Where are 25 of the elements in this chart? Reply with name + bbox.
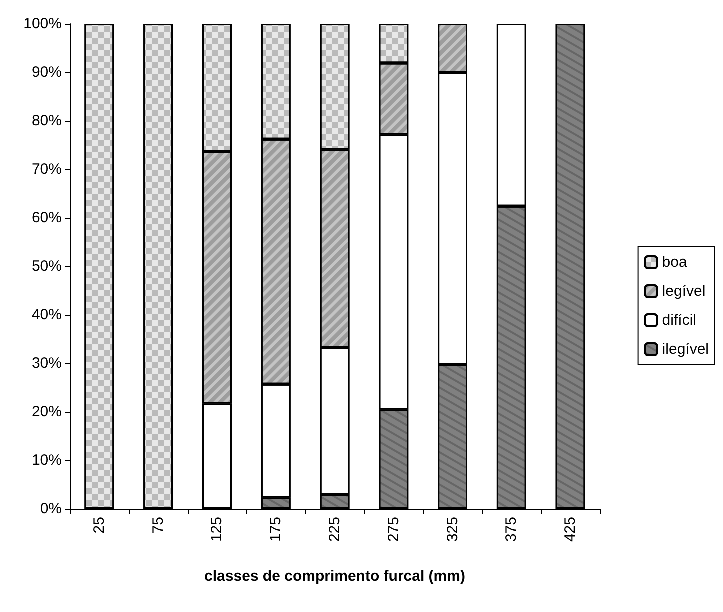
x-tick-label: 25 [90,517,108,534]
y-tick-label: 80% [32,112,62,130]
y-tick-label: 40% [32,306,62,324]
y-tick-label: 10% [32,452,62,469]
x-tick-label: 175 [268,517,285,542]
y-tick-label: 20% [32,404,62,420]
x-tick-label: 425 [562,517,580,542]
y-tick-label: 100% [24,16,62,32]
legend-label: boa [662,254,688,271]
x-tick-label: 325 [444,517,462,542]
x-tick-label: 125 [208,517,226,542]
x-tick-label: 225 [326,517,344,542]
y-tick-label: 30% [32,355,62,372]
legend-label: legível [662,283,706,300]
y-tick-label: 70% [32,161,62,178]
y-tick-label: 50% [32,258,62,275]
x-tick-label: 375 [503,517,520,542]
y-tick-label: 90% [32,64,62,81]
x-tick-label: 75 [150,517,167,534]
x-tick-label: 275 [385,517,402,542]
y-tick-label: 0% [40,500,62,518]
y-tick-label: 60% [32,210,62,226]
legend-label: difícil [662,312,696,329]
legend-label: ilegível [662,341,710,358]
x-axis-title: classes de comprimento furcal (mm) [204,568,466,585]
